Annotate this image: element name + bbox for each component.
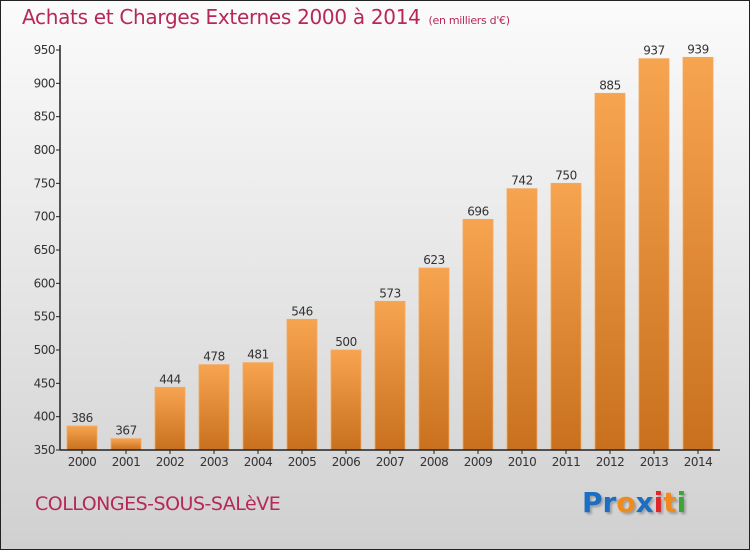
y-tick-label: 500 [34, 343, 55, 357]
bar [154, 386, 186, 451]
bar [110, 438, 142, 451]
y-tick-label: 550 [34, 310, 55, 324]
bar-value-label: 750 [555, 168, 576, 182]
x-tick-label: 2007 [376, 455, 405, 469]
y-tick-label: 600 [34, 276, 55, 290]
x-tick-label: 2001 [112, 455, 141, 469]
logo-letter: x [635, 486, 654, 519]
bar-value-label: 500 [335, 335, 356, 349]
y-tick-label: 800 [34, 143, 55, 157]
x-tick-label: 2013 [640, 455, 669, 469]
chart-title: Achats et Charges Externes 2000 à 2014 (e… [22, 5, 510, 29]
logo-letter: i [676, 486, 687, 519]
bar [550, 182, 582, 451]
bar [198, 364, 230, 451]
bar-value-label: 386 [71, 411, 92, 425]
bar [682, 56, 714, 451]
x-tick-label: 2008 [420, 455, 449, 469]
y-tick-label: 650 [34, 243, 55, 257]
x-tick-label: 2000 [68, 455, 97, 469]
bars-group: 386 367 444 478 481 546 500 573 623 696 742 750 885 9… [66, 42, 714, 451]
x-tick-label: 2003 [200, 455, 229, 469]
x-tick-label: 2014 [684, 455, 713, 469]
y-tick-label: 750 [34, 176, 55, 190]
bar-value-label: 885 [599, 78, 620, 92]
y-tick-label: 350 [34, 443, 55, 457]
y-tick-label: 850 [34, 110, 55, 124]
bar-value-label: 481 [247, 348, 268, 362]
bar-value-label: 696 [467, 204, 488, 218]
bar-value-label: 367 [115, 424, 136, 438]
x-tick-label: 2009 [464, 455, 493, 469]
bar-value-label: 937 [643, 44, 664, 58]
x-tick-label: 2010 [508, 455, 537, 469]
bar-value-label: 573 [379, 286, 400, 300]
city-name: COLLONGES-SOUS-SALèVE [35, 493, 281, 515]
y-tick-label: 950 [34, 43, 55, 57]
proxiti-logo[interactable]: Proxiti [582, 486, 686, 519]
logo-letter: t [663, 486, 677, 519]
x-tick-label: 2012 [596, 455, 625, 469]
y-tick-label: 700 [34, 210, 55, 224]
logo-letter: i [653, 486, 664, 519]
logo-letter: P [582, 486, 603, 519]
bar-value-label: 444 [159, 372, 180, 386]
chart-title-text: Achats et Charges Externes 2000 à 2014 [22, 5, 421, 29]
x-tick-label: 2006 [332, 455, 361, 469]
bar [242, 362, 274, 451]
logo-letter: r [602, 486, 617, 519]
bar-value-label: 478 [203, 350, 224, 364]
bar-value-label: 742 [511, 174, 532, 188]
bar [286, 318, 318, 451]
bar-value-label: 546 [291, 304, 312, 318]
bar-value-label: 623 [423, 253, 444, 267]
bar [330, 349, 362, 451]
y-tick-label: 400 [34, 410, 55, 424]
x-tick-label: 2011 [552, 455, 581, 469]
chart-unit: (en milliers d'€) [428, 14, 510, 27]
bar-value-label: 939 [687, 42, 708, 56]
bar [638, 58, 670, 451]
x-tick-label: 2004 [244, 455, 273, 469]
y-tick-label: 450 [34, 376, 55, 390]
bar [418, 267, 450, 451]
logo-letter: o [616, 486, 636, 519]
x-tick-label: 2005 [288, 455, 317, 469]
y-tick-label: 900 [34, 76, 55, 90]
bar [374, 300, 406, 451]
bar [594, 92, 626, 451]
bar [462, 218, 494, 451]
bar [506, 188, 538, 451]
axes-group: 350 400 450 500 550 600 650 700 750 800 850 900 950 2… [34, 43, 720, 469]
bar [66, 425, 98, 451]
x-tick-label: 2002 [156, 455, 185, 469]
